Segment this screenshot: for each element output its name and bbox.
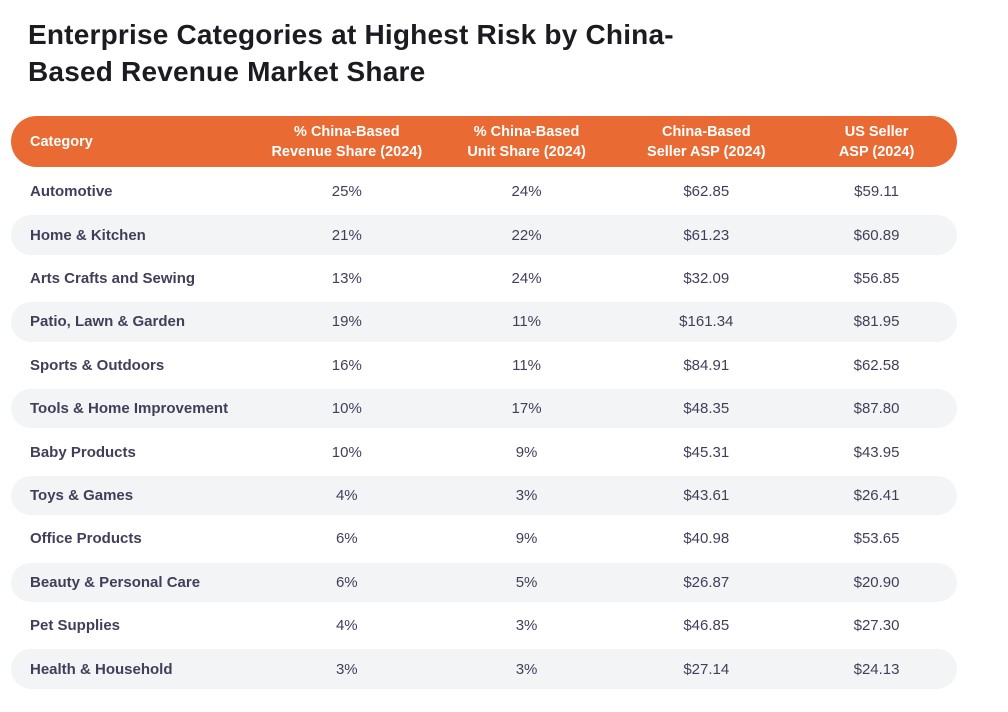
cell-revenue-share: 3%: [335, 660, 358, 678]
page-title: Enterprise Categories at Highest Risk by…: [28, 16, 674, 90]
cell-china-seller-asp: $84.91: [683, 356, 730, 374]
column-header-china-seller-asp: China-Based Seller ASP (2024): [647, 123, 766, 160]
cell-us-seller-asp: $87.80: [853, 400, 900, 418]
cell-china-seller-asp: $62.85: [683, 183, 730, 201]
table-header-row: Category % China-Based Revenue Share (20…: [11, 116, 957, 167]
cell-china-seller-asp: $43.61: [683, 486, 730, 504]
cell-us-seller-asp: $24.13: [853, 660, 900, 678]
cell-us-seller-asp: $62.58: [853, 356, 900, 374]
risk-table: Category % China-Based Revenue Share (20…: [11, 116, 957, 689]
cell-unit-share: 11%: [512, 313, 542, 331]
table-row: Home & Kitchen 21% 22% $61.23 $60.89: [11, 215, 957, 255]
cell-unit-share: 9%: [515, 443, 538, 461]
table-row: Arts Crafts and Sewing 13% 24% $32.09 $5…: [11, 259, 957, 299]
cell-category: Baby Products: [30, 443, 136, 461]
cell-category: Automotive: [30, 183, 113, 201]
column-header-us-seller-asp: US Seller ASP (2024): [838, 123, 915, 160]
cell-us-seller-asp: $20.90: [853, 573, 900, 591]
cell-us-seller-asp: $43.95: [853, 443, 900, 461]
page-title-line-2: Based Revenue Market Share: [28, 56, 426, 87]
cell-revenue-share: 4%: [335, 486, 358, 504]
table-row: Sports & Outdoors 16% 11% $84.91 $62.58: [11, 346, 957, 386]
table-row: Health & Household 3% 3% $27.14 $24.13: [11, 649, 957, 689]
cell-revenue-share: 10%: [331, 443, 362, 461]
cell-us-seller-asp: $27.30: [853, 617, 900, 635]
cell-revenue-share: 10%: [331, 400, 362, 418]
cell-us-seller-asp: $56.85: [853, 270, 900, 288]
cell-china-seller-asp: $26.87: [683, 573, 730, 591]
cell-revenue-share: 21%: [331, 226, 362, 244]
cell-unit-share: 24%: [511, 270, 542, 288]
cell-china-seller-asp: $27.14: [683, 660, 730, 678]
cell-category: Toys & Games: [30, 486, 134, 504]
cell-china-seller-asp: $45.31: [683, 443, 730, 461]
cell-unit-share: 3%: [515, 660, 538, 678]
table-row: Baby Products 10% 9% $45.31 $43.95: [11, 432, 957, 472]
cell-category: Sports & Outdoors: [30, 356, 165, 374]
cell-unit-share: 22%: [511, 226, 542, 244]
table-row: Automotive 25% 24% $62.85 $59.11: [11, 172, 957, 212]
table-body: Automotive 25% 24% $62.85 $59.11 Home & …: [11, 172, 957, 689]
cell-category: Beauty & Personal Care: [30, 573, 201, 591]
cell-unit-share: 5%: [515, 573, 538, 591]
table-row: Tools & Home Improvement 10% 17% $48.35 …: [11, 388, 957, 429]
cell-unit-share: 3%: [515, 617, 538, 635]
cell-china-seller-asp: $32.09: [683, 270, 730, 288]
cell-revenue-share: 19%: [331, 313, 362, 331]
cell-category: Home & Kitchen: [30, 226, 146, 244]
cell-unit-share: 24%: [511, 183, 542, 201]
cell-category: Arts Crafts and Sewing: [30, 270, 196, 288]
cell-revenue-share: 6%: [335, 530, 358, 548]
column-header-category: Category: [30, 133, 93, 150]
cell-china-seller-asp: $46.85: [683, 617, 730, 635]
cell-revenue-share: 16%: [331, 356, 362, 374]
cell-revenue-share: 13%: [331, 270, 362, 288]
cell-unit-share: 9%: [515, 530, 538, 548]
cell-category: Office Products: [30, 530, 142, 548]
column-header-unit-share: % China-Based Unit Share (2024): [467, 123, 586, 160]
cell-unit-share: 3%: [515, 486, 538, 504]
cell-china-seller-asp: $48.35: [683, 400, 730, 418]
cell-china-seller-asp: $40.98: [683, 530, 730, 548]
table-row: Toys & Games 4% 3% $43.61 $26.41: [11, 475, 957, 516]
cell-category: Pet Supplies: [30, 617, 121, 635]
cell-category: Patio, Lawn & Garden: [30, 313, 186, 331]
column-header-revenue-share: % China-Based Revenue Share (2024): [271, 123, 423, 160]
cell-unit-share: 11%: [512, 356, 542, 374]
cell-revenue-share: 25%: [331, 183, 362, 201]
cell-category: Tools & Home Improvement: [30, 400, 229, 418]
table-row: Office Products 6% 9% $40.98 $53.65: [11, 519, 957, 559]
cell-us-seller-asp: $26.41: [853, 486, 900, 504]
cell-china-seller-asp: $161.34: [679, 313, 734, 331]
cell-revenue-share: 4%: [335, 617, 358, 635]
table-row: Patio, Lawn & Garden 19% 11% $161.34 $81…: [11, 302, 957, 342]
cell-us-seller-asp: $53.65: [853, 530, 900, 548]
cell-revenue-share: 6%: [335, 573, 358, 591]
cell-us-seller-asp: $59.11: [854, 183, 899, 201]
table-row: Pet Supplies 4% 3% $46.85 $27.30: [11, 606, 957, 646]
cell-china-seller-asp: $61.23: [683, 226, 730, 244]
cell-unit-share: 17%: [511, 400, 542, 418]
cell-us-seller-asp: $81.95: [853, 313, 900, 331]
page-title-line-1: Enterprise Categories at Highest Risk by…: [28, 19, 674, 50]
cell-us-seller-asp: $60.89: [853, 226, 900, 244]
table-row: Beauty & Personal Care 6% 5% $26.87 $20.…: [11, 562, 957, 603]
cell-category: Health & Household: [30, 660, 173, 678]
